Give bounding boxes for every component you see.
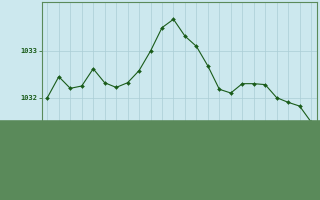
X-axis label: Graphe pression niveau de la mer (hPa): Graphe pression niveau de la mer (hPa)	[91, 167, 267, 176]
